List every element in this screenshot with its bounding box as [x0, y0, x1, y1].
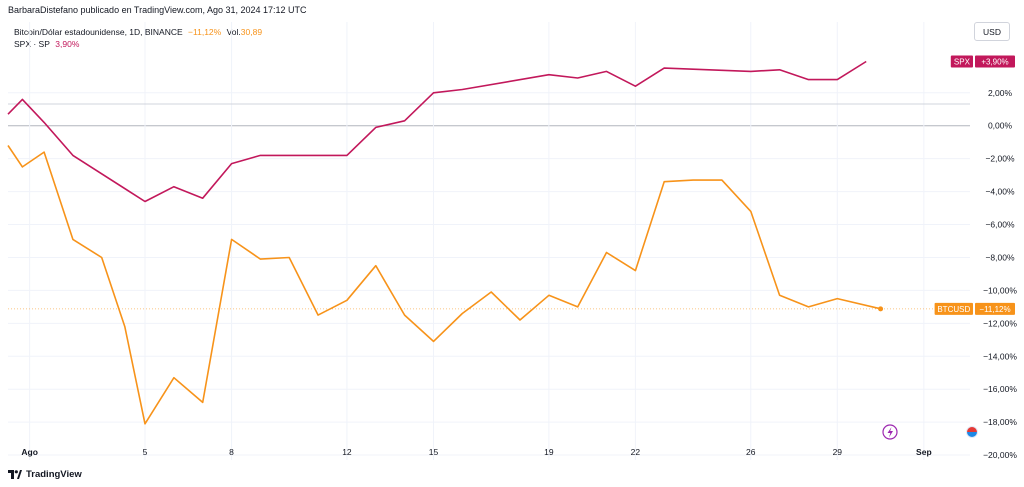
chart-legend: Bitcoin/Dólar estadounidense, 1D, BINANC… [14, 26, 265, 50]
badge-name-text: BTCUSD [937, 305, 970, 314]
series-line-spx [7, 60, 867, 203]
series-badges: SPX +3,90% BTCUSD −11,12% [934, 55, 1015, 315]
time-axis: Ago 5 8 12 15 19 22 26 29 Sep [21, 447, 931, 457]
badge-value-bg [975, 55, 1015, 68]
y-tick-label: −18,00% [983, 417, 1017, 427]
x-tick-label: Sep [916, 447, 932, 457]
legend-btc-label: Bitcoin/Dólar estadounidense, 1D, BINANC… [14, 27, 183, 37]
y-tick-label: −16,00% [983, 384, 1017, 394]
publisher-line: BarbaraDistefano publicado en TradingVie… [8, 5, 307, 15]
y-tick-label: −14,00% [983, 351, 1017, 361]
badge-name-bg [934, 302, 973, 315]
currency-button[interactable]: USD [974, 22, 1010, 41]
legend-vol-value: 30,89 [240, 27, 263, 37]
x-tick-label: 29 [833, 447, 843, 457]
badge-value-text: −11,12% [979, 305, 1010, 314]
x-tick-label: 8 [229, 447, 234, 457]
legend-row-spx[interactable]: SPX · SP 3,90% [14, 38, 265, 50]
y-tick-label: 0,00% [988, 121, 1013, 131]
footer-brand-label: TradingView [26, 469, 82, 480]
legend-btc-change: −11,12% [188, 27, 222, 37]
y-tick-label: −10,00% [983, 285, 1017, 295]
y-tick-label: −20,00% [983, 450, 1017, 460]
badge-name-bg [950, 55, 973, 68]
y-tick-label: −12,00% [983, 318, 1017, 328]
x-tick-label: 19 [544, 447, 554, 457]
x-tick-label: 5 [143, 447, 148, 457]
flag-icon[interactable] [966, 426, 978, 438]
last-point-marker [878, 306, 884, 312]
legend-vol-label: Vol. [226, 27, 241, 37]
footer-brand[interactable]: TradingView [8, 469, 82, 480]
x-tick-label: 26 [746, 447, 756, 457]
chart-grid [8, 22, 970, 460]
badge-value-bg [975, 302, 1015, 315]
x-tick-label: 22 [631, 447, 641, 457]
x-tick-label: Ago [21, 447, 38, 457]
y-tick-label: −2,00% [985, 154, 1015, 164]
chart-lines [7, 60, 970, 425]
y-tick-label: −8,00% [985, 252, 1015, 262]
y-tick-label: −6,00% [985, 220, 1015, 230]
price-axis: 2,00% 0,00% −2,00% −4,00% −6,00% −8,00% −10,00… [983, 88, 1017, 460]
series-line-btcusd [7, 145, 881, 425]
badge-name-text: SPX [954, 58, 971, 67]
x-tick-label: 15 [429, 447, 439, 457]
legend-spx-label: SPX · SP [14, 39, 50, 49]
y-tick-label: −4,00% [985, 187, 1015, 197]
x-tick-label: 12 [342, 447, 352, 457]
legend-row-btc[interactable]: Bitcoin/Dólar estadounidense, 1D, BINANC… [14, 26, 265, 38]
badge-spx: SPX +3,90% [950, 55, 1015, 68]
tradingview-logo-icon [8, 470, 22, 479]
y-tick-label: 2,00% [988, 88, 1013, 98]
badge-btcusd: BTCUSD −11,12% [934, 302, 1015, 315]
badge-value-text: +3,90% [981, 58, 1008, 67]
bolt-icon[interactable] [882, 424, 898, 440]
legend-spx-change: 3,90% [55, 39, 80, 49]
